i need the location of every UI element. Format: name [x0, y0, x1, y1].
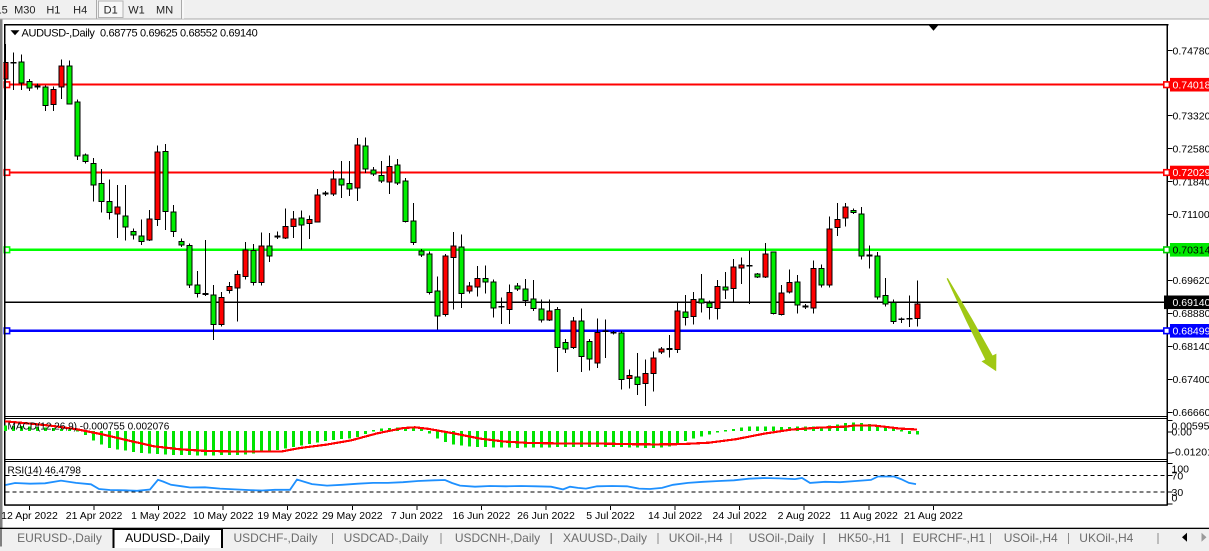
svg-text:W1: W1 [128, 5, 145, 17]
svg-text:19 May 2022: 19 May 2022 [257, 510, 318, 522]
svg-text:11 Aug 2022: 11 Aug 2022 [840, 510, 898, 522]
svg-text:MN: MN [156, 5, 173, 17]
svg-text:0.00: 0.00 [1172, 426, 1193, 438]
svg-text:26 Jun 2022: 26 Jun 2022 [517, 510, 575, 522]
svg-text:7 Jun 2022: 7 Jun 2022 [391, 510, 443, 522]
svg-text:0.67400: 0.67400 [1173, 374, 1209, 386]
svg-text:AUDUSD-,Daily 0.68775 0.69625: AUDUSD-,Daily 0.68775 0.69625 0.68552 0.… [22, 28, 258, 40]
svg-text:USOil-,Daily: USOil-,Daily [749, 531, 814, 545]
svg-text:2 Aug 2022: 2 Aug 2022 [778, 510, 831, 522]
svg-text:USOil-,H4: USOil-,H4 [1004, 531, 1058, 545]
svg-text:0.005958: 0.005958 [1172, 420, 1209, 432]
svg-text:-0.012015: -0.012015 [1172, 447, 1209, 459]
svg-text:0.72580: 0.72580 [1173, 143, 1209, 155]
svg-text:H4: H4 [73, 5, 87, 17]
svg-text:10 May 2022: 10 May 2022 [193, 510, 254, 522]
svg-text:USDCNH-,Daily: USDCNH-,Daily [455, 531, 540, 545]
svg-text:HK50-,H1: HK50-,H1 [838, 531, 891, 545]
svg-text:21 Aug 2022: 21 Aug 2022 [904, 510, 963, 522]
svg-text:12 Apr 2022: 12 Apr 2022 [1, 510, 58, 522]
svg-text:30: 30 [1172, 487, 1184, 499]
svg-text:0: 0 [1172, 493, 1178, 505]
svg-text:21 Apr 2022: 21 Apr 2022 [66, 510, 123, 522]
svg-text:EURUSD-,Daily: EURUSD-,Daily [17, 531, 102, 545]
svg-text:15: 15 [0, 5, 8, 17]
svg-text:MACD(12,26,9) -0.000755 0.0020: MACD(12,26,9) -0.000755 0.002076 [8, 422, 170, 433]
svg-text:100: 100 [1172, 463, 1190, 475]
svg-text:0.71100: 0.71100 [1173, 209, 1209, 221]
svg-text:0.74780: 0.74780 [1173, 45, 1209, 57]
svg-text:70: 70 [1172, 470, 1184, 482]
svg-text:0.70314: 0.70314 [1173, 244, 1209, 256]
svg-text:USDCHF-,Daily: USDCHF-,Daily [234, 531, 318, 545]
svg-text:0.72029: 0.72029 [1173, 167, 1209, 179]
svg-text:M30: M30 [14, 5, 35, 17]
svg-text:EURCHF-,H1: EURCHF-,H1 [913, 531, 986, 545]
svg-text:0.68499: 0.68499 [1173, 325, 1209, 337]
svg-text:14 Jul 2022: 14 Jul 2022 [648, 510, 702, 522]
svg-text:29 May 2022: 29 May 2022 [322, 510, 383, 522]
svg-text:0.73320: 0.73320 [1173, 110, 1209, 122]
svg-text:RSI(14) 46.4798: RSI(14) 46.4798 [8, 466, 82, 477]
svg-text:1 May 2022: 1 May 2022 [131, 510, 186, 522]
svg-text:0.66660: 0.66660 [1173, 407, 1209, 419]
svg-text:0.68880: 0.68880 [1173, 308, 1209, 320]
svg-text:AUDUSD-,Daily: AUDUSD-,Daily [125, 531, 210, 545]
svg-text:0.68140: 0.68140 [1173, 341, 1209, 353]
svg-text:H1: H1 [46, 5, 60, 17]
svg-text:UKOil-,H4: UKOil-,H4 [1079, 531, 1133, 545]
svg-text:0.69140: 0.69140 [1173, 297, 1209, 309]
svg-text:0.69620: 0.69620 [1173, 275, 1209, 287]
svg-text:UKOil-,H4: UKOil-,H4 [669, 531, 723, 545]
svg-text:USDCAD-,Daily: USDCAD-,Daily [344, 531, 429, 545]
svg-text:16 Jun 2022: 16 Jun 2022 [453, 510, 511, 522]
svg-text:0.74018: 0.74018 [1173, 79, 1209, 91]
svg-text:24 Jul 2022: 24 Jul 2022 [713, 510, 767, 522]
svg-text:5 Jul 2022: 5 Jul 2022 [586, 510, 635, 522]
svg-text:XAUUSD-,Daily: XAUUSD-,Daily [563, 531, 647, 545]
svg-text:D1: D1 [104, 5, 118, 17]
